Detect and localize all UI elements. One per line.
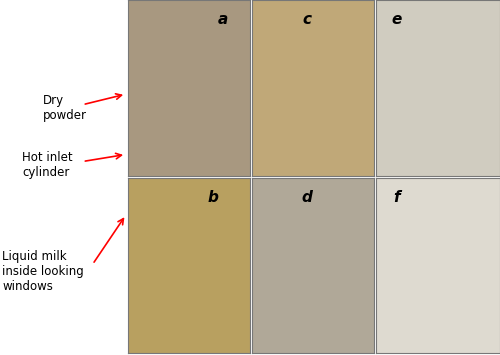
Text: d: d (301, 190, 312, 205)
Text: Dry
powder: Dry powder (42, 94, 86, 122)
Text: f: f (394, 190, 400, 205)
Text: a: a (218, 12, 228, 27)
Text: c: c (302, 12, 311, 27)
Text: Liquid milk
inside looking
windows: Liquid milk inside looking windows (2, 250, 84, 293)
Text: b: b (208, 190, 218, 205)
Text: Hot inlet
cylinder: Hot inlet cylinder (22, 151, 73, 179)
Text: e: e (392, 12, 402, 27)
